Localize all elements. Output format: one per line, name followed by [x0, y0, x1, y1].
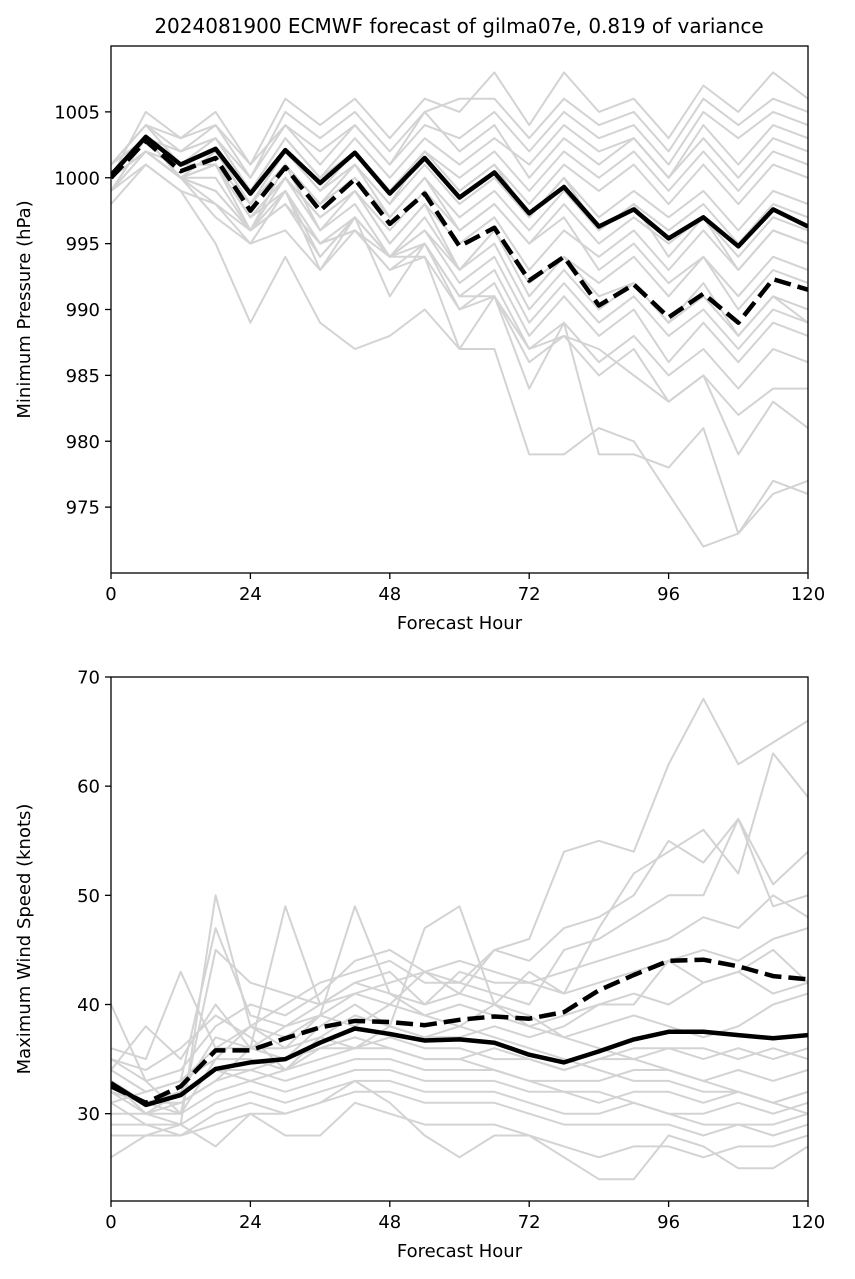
pressure-x-tick-label: 24 [239, 584, 262, 605]
pressure-ensemble-member-line [111, 137, 808, 337]
pressure-ensemble-member-line [111, 97, 808, 179]
wind-ensemble-member-line [111, 1069, 808, 1115]
wind-ensemble-member-line [111, 1079, 808, 1181]
wind-mean-dashed-line [111, 957, 808, 1106]
figure-title: 2024081900 ECMWF forecast of gilma07e, 0… [154, 14, 763, 38]
wind-x-tick-label: 72 [518, 1212, 541, 1233]
pressure-y-tick-label: 990 [66, 300, 100, 321]
pressure-ensemble-member-line [111, 150, 808, 456]
pressure-y-tick-label: 980 [66, 432, 100, 453]
wind-x-axis-label: Forecast Hour [397, 1241, 523, 1262]
wind-axes-frame [110, 676, 809, 1202]
pressure-x-tick-label: 72 [518, 584, 541, 605]
wind-y-tick-label: 60 [77, 777, 100, 798]
pressure-y-tick-label: 975 [66, 498, 100, 519]
wind-ensemble-member-line [111, 1090, 808, 1137]
wind-y-tick-label: 30 [77, 1104, 100, 1125]
pressure-x-tick-label: 120 [791, 584, 825, 605]
wind-ensemble-member-line [111, 927, 808, 1082]
pressure-x-tick-label: 0 [105, 584, 116, 605]
wind-ensemble-member-line [111, 992, 808, 1115]
pressure-x-tick-label: 48 [378, 584, 401, 605]
wind-mean-solid-line [111, 1026, 808, 1108]
pressure-ensemble-member-line [111, 110, 808, 179]
wind-x-tick-label: 48 [378, 1212, 401, 1233]
pressure-ensemble-member-line [111, 137, 808, 271]
wind-ensemble-member-line [111, 817, 808, 1126]
wind-x-tick-label: 96 [657, 1212, 680, 1233]
pressure-ensemble-member-line [111, 124, 808, 298]
wind-ensemble-member-line [111, 894, 808, 1104]
wind-ensemble-member-line [111, 752, 808, 1115]
pressure-ensemble-member-line [111, 110, 808, 179]
wind-y-tick-label: 50 [77, 886, 100, 907]
wind-x-tick-label: 0 [105, 1212, 116, 1233]
pressure-ensemble-member-line [111, 71, 808, 179]
pressure-mean-solid-line [111, 134, 808, 249]
pressure-ensemble-member-line [111, 150, 808, 535]
wind-x-tick-label: 24 [239, 1212, 262, 1233]
pressure-y-tick-label: 1000 [54, 168, 100, 189]
pressure-plot-area [111, 71, 808, 548]
pressure-y-tick-label: 1005 [54, 102, 100, 123]
pressure-y-axis-label: Minimum Pressure (hPa) [14, 200, 35, 418]
wind-y-tick-label: 40 [77, 995, 100, 1016]
wind-y-tick-label: 70 [77, 668, 100, 689]
wind-ensemble-member-line [111, 1079, 808, 1126]
pressure-mean-dashed-line [111, 138, 808, 325]
pressure-chart-panel: 0 24 48 72 96 120 975 980 985 990 995 1000 1005 Forec… [14, 45, 825, 634]
pressure-y-tick-label: 995 [66, 234, 100, 255]
wind-ensemble-member-line [111, 1014, 808, 1104]
wind-ensemble-member-line [111, 1101, 808, 1159]
wind-plot-area [111, 697, 808, 1181]
wind-chart-panel: 0 24 48 72 96 120 30 40 50 60 70 Forecast Hour Maxim… [14, 668, 825, 1263]
pressure-x-tick-label: 96 [657, 584, 680, 605]
pressure-y-tick-label: 985 [66, 366, 100, 387]
wind-ensemble-member-line [111, 1047, 808, 1137]
wind-y-axis-label: Maximum Wind Speed (knots) [14, 804, 35, 1075]
wind-x-tick-label: 120 [791, 1212, 825, 1233]
pressure-x-axis-label: Forecast Hour [397, 613, 523, 634]
